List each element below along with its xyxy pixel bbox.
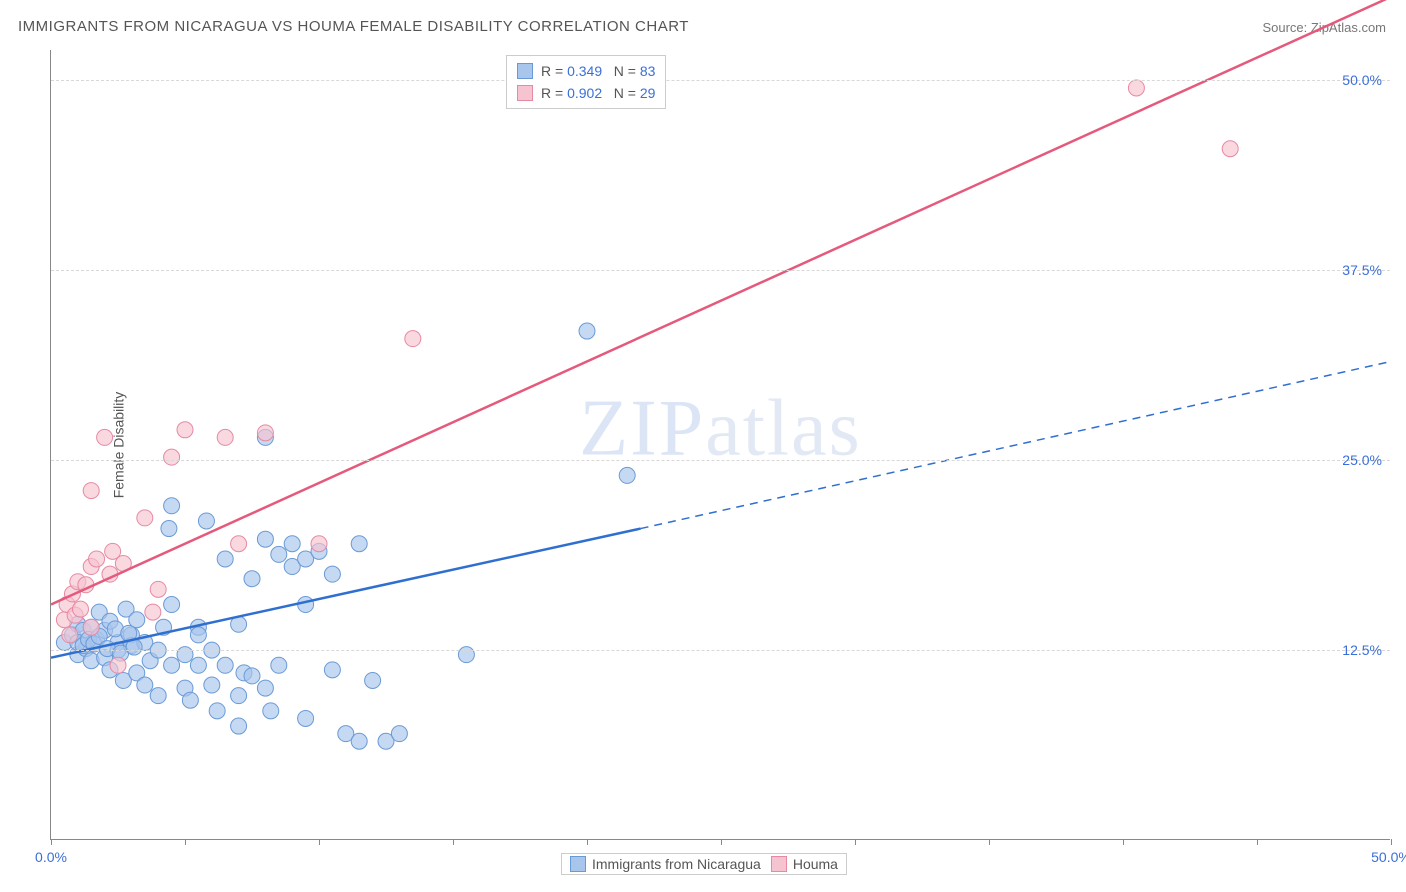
data-point bbox=[231, 536, 247, 552]
data-point bbox=[209, 703, 225, 719]
legend-swatch bbox=[517, 85, 533, 101]
data-point bbox=[244, 571, 260, 587]
legend-item: Houma bbox=[771, 856, 838, 872]
stat-text: R = 0.902 N = 29 bbox=[541, 85, 655, 101]
data-point bbox=[217, 657, 233, 673]
plot-area: Female Disability ZIPatlas 12.5%25.0%37.… bbox=[50, 50, 1390, 840]
x-tick-mark bbox=[1123, 839, 1124, 845]
data-point bbox=[190, 627, 206, 643]
x-tick-mark bbox=[587, 839, 588, 845]
data-point bbox=[271, 657, 287, 673]
x-tick-mark bbox=[1257, 839, 1258, 845]
data-point bbox=[198, 513, 214, 529]
plot-svg bbox=[51, 50, 1390, 839]
legend-swatch bbox=[771, 856, 787, 872]
data-point bbox=[311, 536, 327, 552]
data-point bbox=[164, 449, 180, 465]
data-point bbox=[204, 677, 220, 693]
stat-legend: R = 0.349 N = 83 R = 0.902 N = 29 bbox=[506, 55, 666, 109]
data-point bbox=[164, 657, 180, 673]
gridline bbox=[51, 460, 1390, 461]
data-point bbox=[619, 467, 635, 483]
x-axis-label-right: 50.0% bbox=[1371, 849, 1406, 865]
data-point bbox=[405, 331, 421, 347]
data-point bbox=[83, 619, 99, 635]
data-point bbox=[365, 672, 381, 688]
data-point bbox=[231, 718, 247, 734]
data-point bbox=[458, 647, 474, 663]
data-point bbox=[324, 662, 340, 678]
data-point bbox=[177, 647, 193, 663]
data-point bbox=[217, 551, 233, 567]
data-point bbox=[244, 668, 260, 684]
data-point bbox=[351, 733, 367, 749]
legend-label: Immigrants from Nicaragua bbox=[592, 856, 761, 872]
data-point bbox=[217, 429, 233, 445]
data-point bbox=[351, 536, 367, 552]
y-tick-label: 50.0% bbox=[1342, 72, 1382, 88]
data-point bbox=[164, 498, 180, 514]
data-point bbox=[257, 680, 273, 696]
data-point bbox=[89, 551, 105, 567]
stat-legend-row: R = 0.349 N = 83 bbox=[517, 60, 655, 82]
legend-swatch bbox=[570, 856, 586, 872]
data-point bbox=[83, 483, 99, 499]
x-tick-mark bbox=[855, 839, 856, 845]
data-point bbox=[150, 688, 166, 704]
x-tick-mark bbox=[721, 839, 722, 845]
data-point bbox=[97, 429, 113, 445]
x-tick-mark bbox=[319, 839, 320, 845]
gridline bbox=[51, 270, 1390, 271]
data-point bbox=[177, 422, 193, 438]
legend-swatch bbox=[517, 63, 533, 79]
legend-label: Houma bbox=[793, 856, 838, 872]
x-tick-mark bbox=[1391, 839, 1392, 845]
chart-title: IMMIGRANTS FROM NICARAGUA VS HOUMA FEMAL… bbox=[18, 18, 689, 35]
data-point bbox=[150, 581, 166, 597]
data-point bbox=[391, 726, 407, 742]
gridline bbox=[51, 650, 1390, 651]
x-tick-mark bbox=[453, 839, 454, 845]
y-tick-label: 25.0% bbox=[1342, 452, 1382, 468]
data-point bbox=[145, 604, 161, 620]
data-point bbox=[182, 692, 198, 708]
series-legend: Immigrants from Nicaragua Houma bbox=[561, 853, 847, 875]
gridline bbox=[51, 80, 1390, 81]
x-axis-label-left: 0.0% bbox=[35, 849, 67, 865]
data-point bbox=[257, 425, 273, 441]
x-tick-mark bbox=[989, 839, 990, 845]
legend-item: Immigrants from Nicaragua bbox=[570, 856, 761, 872]
data-point bbox=[263, 703, 279, 719]
data-point bbox=[579, 323, 595, 339]
data-point bbox=[231, 688, 247, 704]
data-point bbox=[190, 657, 206, 673]
data-point bbox=[1222, 141, 1238, 157]
data-point bbox=[298, 597, 314, 613]
regression-line bbox=[51, 529, 641, 658]
x-tick-mark bbox=[51, 839, 52, 845]
data-point bbox=[137, 677, 153, 693]
data-point bbox=[72, 601, 88, 617]
data-point bbox=[324, 566, 340, 582]
y-tick-label: 12.5% bbox=[1342, 642, 1382, 658]
stat-text: R = 0.349 N = 83 bbox=[541, 63, 655, 79]
data-point bbox=[271, 546, 287, 562]
data-point bbox=[161, 521, 177, 537]
regression-line-dashed bbox=[641, 361, 1391, 528]
data-point bbox=[137, 510, 153, 526]
data-point bbox=[298, 710, 314, 726]
stat-legend-row: R = 0.902 N = 29 bbox=[517, 82, 655, 104]
data-point bbox=[110, 657, 126, 673]
regression-line bbox=[51, 0, 1391, 605]
y-tick-label: 37.5% bbox=[1342, 262, 1382, 278]
x-tick-mark bbox=[185, 839, 186, 845]
data-point bbox=[284, 536, 300, 552]
chart-container: IMMIGRANTS FROM NICARAGUA VS HOUMA FEMAL… bbox=[0, 0, 1406, 892]
data-point bbox=[62, 627, 78, 643]
data-point bbox=[164, 597, 180, 613]
data-point bbox=[257, 531, 273, 547]
data-point bbox=[1128, 80, 1144, 96]
